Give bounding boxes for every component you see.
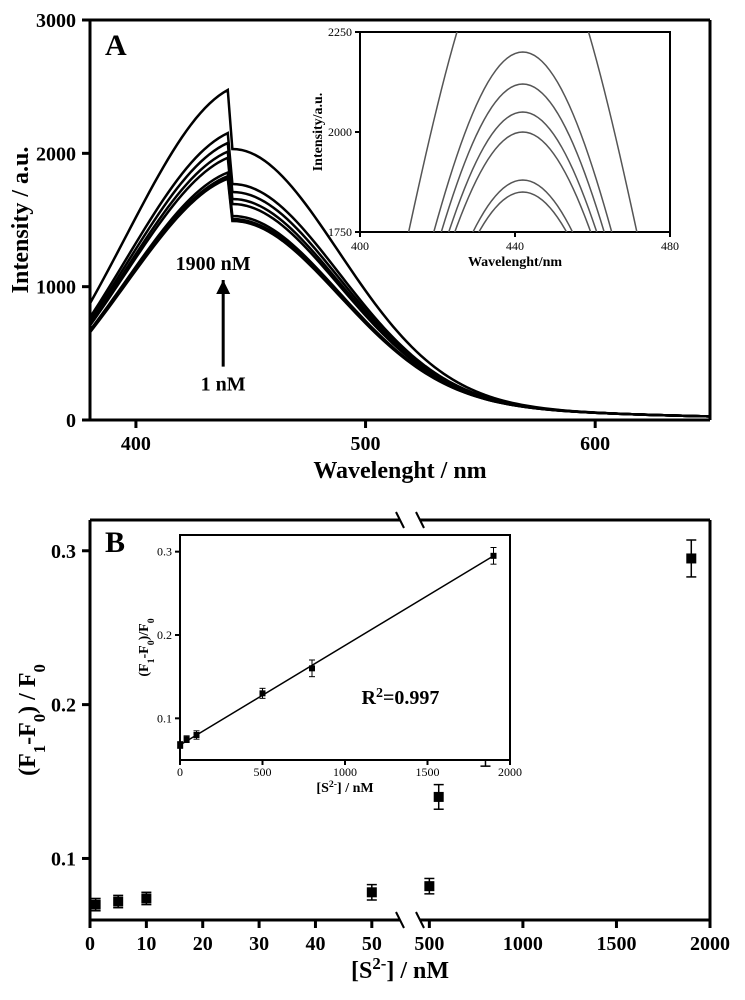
- svg-text:30: 30: [249, 933, 269, 955]
- svg-text:0: 0: [66, 410, 76, 432]
- svg-text:2000: 2000: [328, 125, 352, 139]
- svg-text:480: 480: [661, 239, 679, 253]
- svg-text:50: 50: [362, 933, 382, 955]
- svg-text:1500: 1500: [596, 933, 636, 955]
- svg-text:Wavelenght / nm: Wavelenght / nm: [313, 458, 486, 484]
- figure-container: 4005006000100020003000Wavelenght / nmInt…: [0, 0, 745, 1000]
- svg-text:2250: 2250: [328, 25, 352, 39]
- svg-text:[S2-] / nM: [S2-] / nM: [351, 954, 449, 985]
- svg-text:0.1: 0.1: [51, 848, 76, 870]
- svg-text:0.1: 0.1: [157, 711, 172, 725]
- svg-text:1000: 1000: [333, 765, 357, 779]
- svg-text:0: 0: [85, 933, 95, 955]
- svg-text:1500: 1500: [416, 765, 440, 779]
- svg-text:1 nM: 1 nM: [201, 374, 246, 396]
- svg-text:Wavelenght/nm: Wavelenght/nm: [468, 255, 562, 270]
- svg-text:500: 500: [414, 933, 444, 955]
- svg-text:1000: 1000: [36, 277, 76, 299]
- svg-text:1900 nM: 1900 nM: [176, 253, 251, 275]
- svg-text:[S2-] / nM: [S2-] / nM: [316, 779, 373, 797]
- svg-text:R2=0.997: R2=0.997: [362, 685, 440, 709]
- svg-text:0: 0: [177, 765, 183, 779]
- figure-svg: 4005006000100020003000Wavelenght / nmInt…: [0, 0, 745, 1000]
- svg-text:0.2: 0.2: [51, 695, 76, 717]
- svg-text:40: 40: [305, 933, 325, 955]
- svg-text:2000: 2000: [498, 765, 522, 779]
- svg-text:1000: 1000: [503, 933, 543, 955]
- svg-text:1750: 1750: [328, 225, 352, 239]
- svg-text:Intensity/a.u.: Intensity/a.u.: [311, 93, 326, 172]
- svg-text:B: B: [105, 526, 125, 559]
- svg-text:0.3: 0.3: [157, 545, 172, 559]
- svg-text:2000: 2000: [36, 143, 76, 165]
- svg-text:600: 600: [580, 433, 610, 455]
- svg-text:500: 500: [351, 433, 381, 455]
- svg-text:400: 400: [351, 239, 369, 253]
- svg-text:400: 400: [121, 433, 151, 455]
- svg-text:500: 500: [254, 765, 272, 779]
- svg-text:3000: 3000: [36, 10, 76, 32]
- svg-text:440: 440: [506, 239, 524, 253]
- svg-text:0.2: 0.2: [157, 628, 172, 642]
- svg-text:20: 20: [193, 933, 213, 955]
- svg-text:(F1-F0) / F0: (F1-F0) / F0: [15, 664, 49, 776]
- svg-text:10: 10: [136, 933, 156, 955]
- svg-text:Intensity / a.u.: Intensity / a.u.: [8, 147, 34, 294]
- svg-text:2000: 2000: [690, 933, 730, 955]
- svg-text:(F1-F0)/F0: (F1-F0)/F0: [137, 618, 157, 676]
- svg-text:0.3: 0.3: [51, 541, 76, 563]
- svg-text:A: A: [105, 29, 127, 62]
